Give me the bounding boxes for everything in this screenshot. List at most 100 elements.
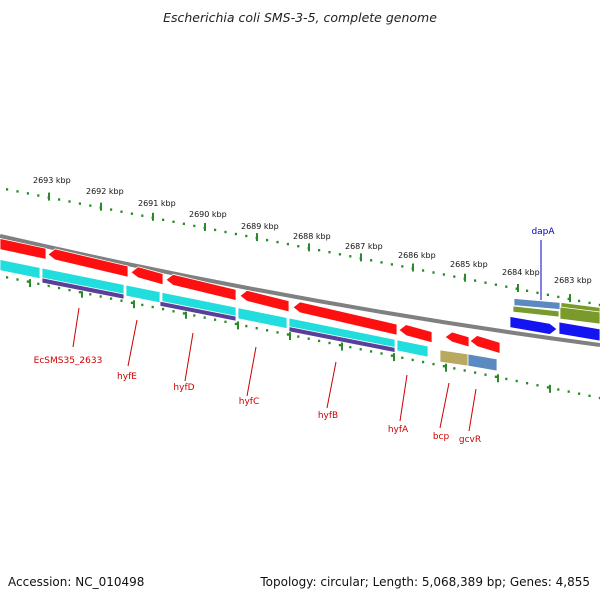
ruler-dot bbox=[245, 324, 248, 328]
cds-inner-block bbox=[41, 277, 125, 300]
kbp-label: 2689 kbp bbox=[241, 222, 279, 231]
ruler-dot bbox=[578, 392, 581, 395]
accession-label: Accession: NC_010498 bbox=[8, 575, 144, 589]
reverse-gene-block bbox=[469, 335, 501, 355]
ruler-dot bbox=[234, 232, 237, 236]
ruler-dot bbox=[151, 305, 154, 309]
ruler-dot bbox=[245, 234, 248, 238]
ruler-dot bbox=[401, 265, 404, 268]
ruler-dot bbox=[182, 312, 185, 315]
ruler-dot bbox=[266, 329, 269, 332]
reverse-gene-block bbox=[47, 248, 129, 278]
ruler-dot bbox=[494, 283, 497, 286]
ruler-dot bbox=[453, 275, 456, 278]
ruler-dot bbox=[380, 352, 383, 355]
ruler-dot bbox=[318, 249, 321, 252]
ruler-dot bbox=[380, 261, 383, 264]
ruler-dot bbox=[484, 281, 487, 284]
ruler-dot bbox=[110, 208, 113, 211]
ruler-dot bbox=[172, 310, 175, 313]
ruler-dot bbox=[536, 291, 539, 294]
cds-inner-block bbox=[288, 326, 396, 353]
kbp-label: 2691 kbp bbox=[138, 199, 176, 208]
gene-label: hyfD bbox=[173, 383, 194, 393]
ruler-dot bbox=[422, 360, 425, 364]
ruler-dot bbox=[359, 348, 362, 351]
ruler-dot bbox=[349, 346, 352, 349]
genome-backbone bbox=[0, 234, 600, 347]
feature-block bbox=[439, 349, 469, 367]
gene-label: EcSMS35_2633 bbox=[34, 356, 103, 366]
ruler-dot bbox=[588, 301, 591, 305]
forward-gene-block bbox=[509, 316, 558, 335]
ruler-dot bbox=[297, 335, 300, 338]
gene-leader-line bbox=[127, 319, 138, 367]
cds-block bbox=[237, 307, 288, 330]
ruler-dot bbox=[307, 337, 310, 340]
ruler-dot bbox=[338, 253, 341, 256]
ruler-dot bbox=[47, 284, 50, 288]
kbp-label: 2693 kbp bbox=[33, 176, 71, 185]
ruler-dot bbox=[578, 299, 581, 303]
ruler-dot bbox=[203, 316, 206, 319]
gene-leader-line bbox=[399, 374, 408, 422]
reverse-gene-block bbox=[165, 273, 237, 302]
ruler-dot bbox=[546, 293, 549, 296]
ruler-dot bbox=[286, 333, 289, 336]
forward-feature-block bbox=[559, 306, 600, 325]
ruler-dot bbox=[567, 390, 570, 393]
ruler-dot bbox=[99, 295, 102, 298]
ruler-dot bbox=[130, 301, 133, 304]
cds-block bbox=[0, 259, 41, 280]
ruler-dot bbox=[567, 297, 570, 301]
kbp-label: 2690 kbp bbox=[189, 210, 227, 219]
ruler-dot bbox=[6, 276, 9, 279]
reverse-gene-block bbox=[130, 266, 164, 286]
ruler-dot bbox=[224, 230, 227, 234]
ruler-dot bbox=[214, 318, 217, 321]
ruler-dot bbox=[526, 289, 529, 292]
gene-leader-line bbox=[326, 361, 337, 409]
ruler-dot bbox=[162, 307, 165, 311]
ruler-dot bbox=[26, 280, 29, 283]
ruler-dot bbox=[505, 377, 508, 381]
ruler-dot bbox=[224, 320, 227, 323]
ruler-dot bbox=[68, 200, 71, 203]
ruler-dot bbox=[162, 218, 165, 221]
reverse-gene-block bbox=[292, 301, 398, 336]
gene-labels: EcSMS35_2633 hyfE hyfD hyfC hyfB hyfA bcp gcvR d… bbox=[34, 227, 556, 445]
gene-leader-line bbox=[184, 332, 194, 382]
ruler-dot bbox=[453, 367, 456, 370]
gene-leader-line bbox=[439, 382, 450, 429]
ruler-dot bbox=[370, 350, 373, 353]
ruler-dot bbox=[130, 212, 133, 215]
topology-label: Topology: circular; Length: 5,068,389 bp… bbox=[259, 575, 590, 589]
forward-feature-block bbox=[512, 305, 560, 318]
ruler-dot bbox=[286, 242, 289, 246]
ruler-dot bbox=[474, 371, 477, 374]
ruler-dot bbox=[182, 222, 185, 225]
gene-features bbox=[0, 238, 600, 372]
gene-label: hyfB bbox=[318, 411, 338, 421]
ruler-dot bbox=[110, 297, 113, 300]
gene-label: hyfA bbox=[388, 425, 409, 435]
kbp-labels: 2693 kbp 2692 kbp 2691 kbp 2690 kbp 2689 kbp… bbox=[33, 176, 592, 285]
inner-ruler bbox=[6, 276, 600, 400]
gene-label: bcp bbox=[433, 432, 450, 442]
ruler-dot bbox=[78, 291, 81, 294]
ruler-dot bbox=[297, 245, 300, 248]
ruler-dot bbox=[494, 375, 497, 378]
reverse-gene-block bbox=[0, 238, 47, 260]
ruler-dot bbox=[484, 373, 487, 376]
ruler-dot bbox=[276, 331, 279, 334]
kbp-label: 2692 kbp bbox=[86, 187, 124, 196]
kbp-label: 2683 kbp bbox=[554, 276, 592, 285]
ruler-dot bbox=[598, 396, 600, 400]
ruler-dot bbox=[120, 299, 123, 302]
ruler-dot bbox=[120, 210, 123, 213]
ruler-dot bbox=[68, 288, 71, 292]
ruler-dot bbox=[266, 238, 269, 242]
ruler-dot bbox=[89, 204, 92, 207]
ruler-dot bbox=[442, 365, 445, 368]
